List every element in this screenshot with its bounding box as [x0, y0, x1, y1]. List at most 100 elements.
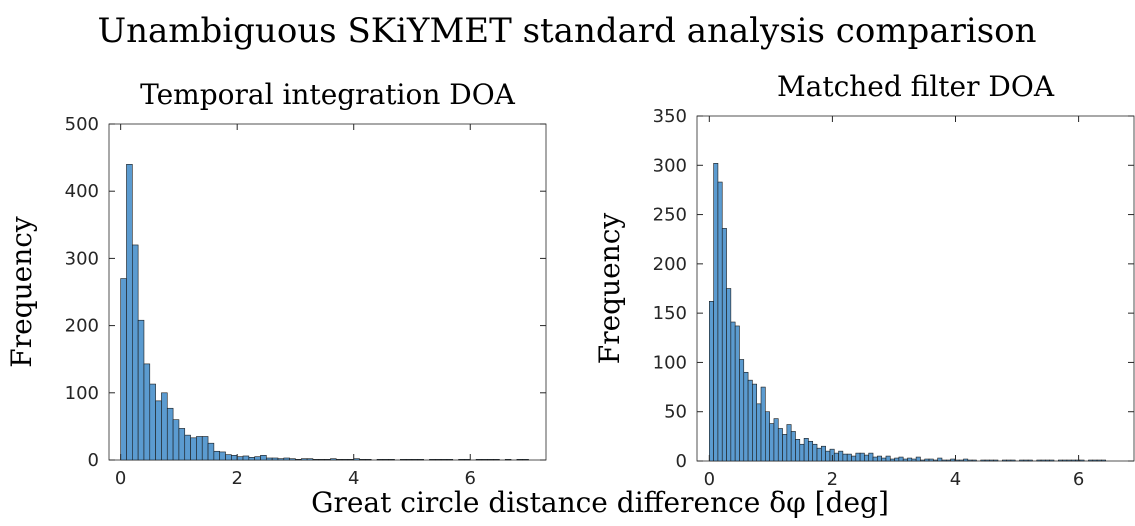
chart-title: Temporal integration DOA	[140, 78, 516, 111]
bar	[911, 458, 917, 462]
bar	[980, 459, 986, 462]
bar	[324, 459, 331, 461]
bar	[149, 383, 156, 461]
y-tick-label: 0	[88, 450, 99, 471]
bar	[1057, 459, 1063, 462]
bar	[743, 371, 749, 462]
bar	[201, 436, 209, 461]
bar	[872, 456, 878, 462]
bar	[907, 457, 913, 462]
bar	[213, 450, 221, 461]
bar	[971, 459, 977, 462]
bar	[196, 436, 203, 461]
x-tick-label: 0	[704, 469, 715, 490]
bar	[254, 456, 261, 461]
bar	[1040, 459, 1046, 462]
bar	[859, 452, 865, 462]
bar	[434, 459, 442, 461]
bar	[1023, 459, 1029, 462]
y-tick-label: 400	[65, 181, 99, 202]
bar	[894, 457, 900, 462]
bar	[765, 411, 770, 462]
bar	[933, 459, 938, 462]
y-tick-label: 150	[653, 303, 687, 324]
bar	[1019, 459, 1025, 462]
bar	[365, 459, 372, 461]
bar	[1079, 459, 1085, 462]
bar	[248, 457, 255, 461]
y-tick-label: 350	[653, 106, 687, 127]
y-tick-label: 300	[653, 155, 687, 176]
bar	[945, 459, 951, 462]
bar	[446, 459, 454, 461]
bar	[172, 419, 180, 461]
bar	[993, 459, 999, 462]
bar	[967, 459, 973, 462]
bar	[1036, 459, 1042, 462]
x-tick-label: 4	[348, 468, 359, 489]
bar	[464, 459, 471, 461]
bar	[816, 447, 822, 462]
bar	[739, 359, 745, 462]
bar	[756, 403, 762, 462]
bar	[219, 451, 226, 461]
bar	[790, 431, 796, 462]
bar	[429, 459, 436, 461]
bar	[821, 445, 826, 462]
bar	[120, 278, 127, 461]
bar	[773, 418, 779, 462]
bar	[411, 459, 419, 461]
bar	[1010, 459, 1016, 462]
bar	[440, 459, 448, 461]
bar	[721, 228, 727, 462]
bar	[137, 319, 145, 461]
bar	[242, 455, 250, 461]
bar	[958, 459, 964, 462]
bar	[786, 424, 792, 462]
y-tick-label: 250	[653, 205, 687, 226]
bar	[166, 407, 174, 461]
bar	[709, 301, 714, 462]
bar	[782, 434, 788, 462]
bar	[898, 456, 904, 462]
plot-area	[696, 115, 1135, 462]
bar	[231, 454, 238, 461]
bar	[1070, 459, 1076, 462]
bar	[277, 458, 285, 461]
bar	[400, 459, 407, 461]
x-tick-label: 4	[950, 469, 961, 490]
bar	[825, 450, 831, 462]
bar	[1045, 459, 1050, 462]
bar	[300, 458, 308, 461]
y-axis-label: Frequency	[593, 213, 626, 365]
figure-title: Unambiguous SKiYMET standard analysis co…	[97, 11, 1036, 51]
bar	[481, 459, 489, 461]
bar	[851, 455, 857, 462]
y-tick-label: 500	[65, 114, 99, 135]
bar	[207, 442, 215, 461]
bar	[769, 423, 775, 462]
bar	[335, 459, 343, 461]
bar	[842, 453, 848, 462]
bar	[950, 458, 956, 462]
bar	[266, 457, 273, 461]
bar	[330, 458, 337, 461]
x-tick-label: 2	[827, 469, 838, 490]
bar	[920, 459, 926, 462]
bar	[289, 458, 296, 461]
y-tick-label: 200	[65, 316, 99, 337]
chart-title: Matched filter DOA	[777, 70, 1055, 103]
bar	[382, 459, 389, 461]
bar	[752, 383, 758, 462]
bar	[855, 452, 861, 462]
bar	[868, 452, 874, 462]
bar	[1088, 459, 1094, 462]
bar	[178, 428, 186, 461]
y-tick-label: 300	[65, 248, 99, 269]
bar	[808, 440, 814, 462]
bar	[184, 434, 191, 461]
bar	[889, 458, 895, 462]
bar	[915, 456, 921, 462]
bar	[1066, 459, 1072, 462]
bar	[989, 459, 994, 462]
